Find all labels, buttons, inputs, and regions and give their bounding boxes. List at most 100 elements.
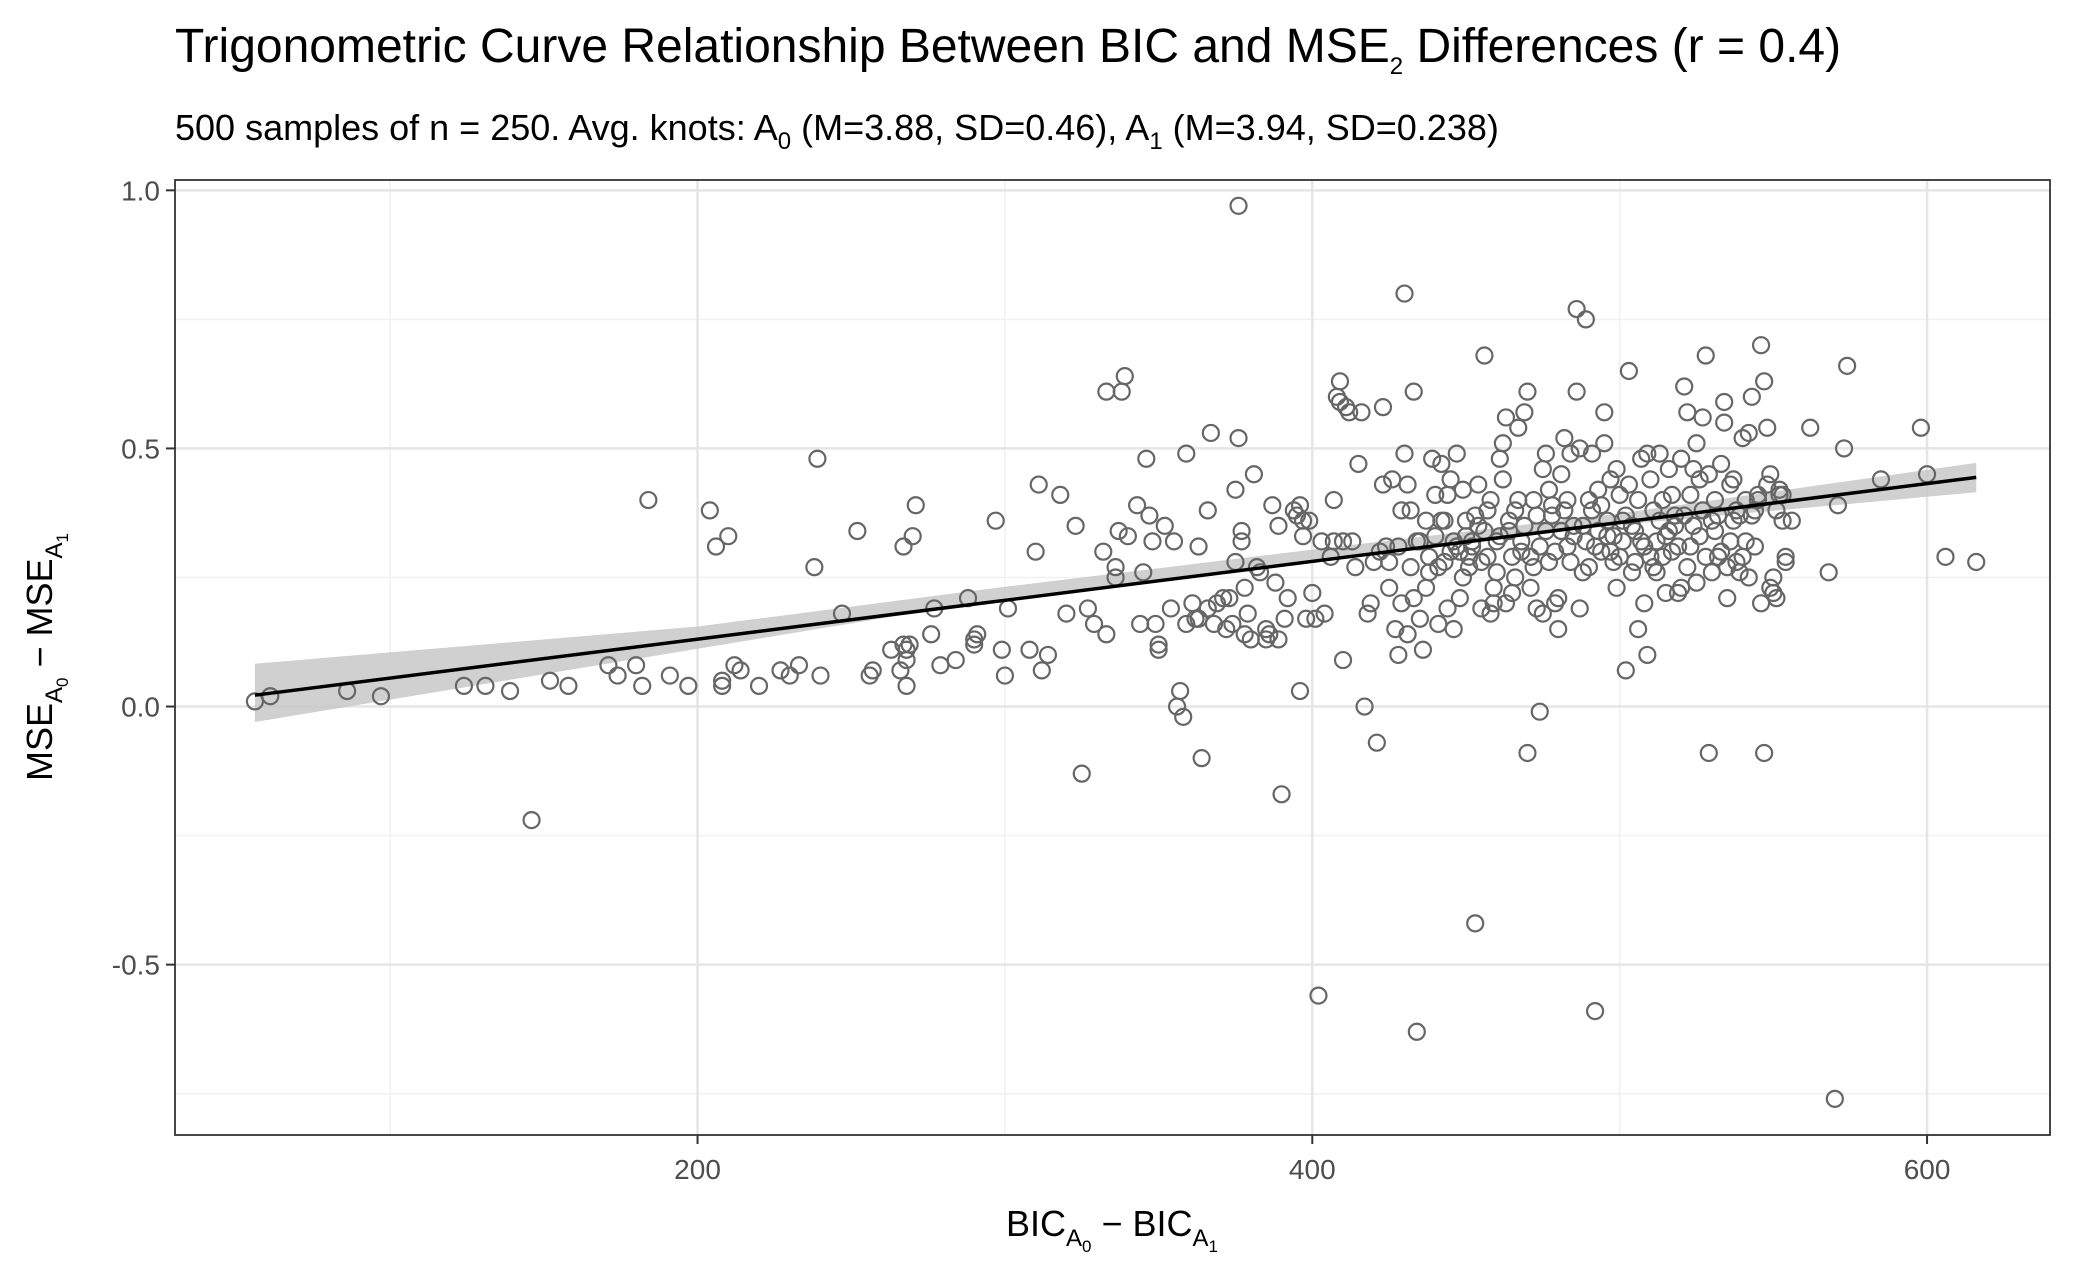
data-point: [1641, 470, 1660, 489]
data-point: [1214, 589, 1233, 608]
data-point: [903, 527, 922, 546]
data-point: [1536, 444, 1556, 463]
data-point: [1675, 377, 1694, 396]
data-point: [1293, 527, 1313, 546]
data-point: [1300, 511, 1319, 530]
y-tick-label: 0.0: [121, 692, 160, 723]
data-point: [1413, 640, 1433, 659]
data-point: [1546, 542, 1565, 561]
data-point: [371, 687, 391, 706]
data-point: [1555, 501, 1574, 520]
data-point: [1198, 501, 1217, 520]
data-point: [1020, 640, 1039, 659]
data-point: [1662, 485, 1682, 504]
data-point: [906, 496, 925, 515]
data-point: [1561, 444, 1580, 463]
data-point: [476, 676, 495, 695]
data-point: [771, 661, 790, 680]
data-point: [1681, 485, 1700, 504]
data-point: [1662, 542, 1682, 561]
data-point: [639, 490, 658, 510]
data-point: [1838, 356, 1857, 375]
data-point: [1174, 707, 1193, 726]
data-point: [894, 537, 913, 556]
data-point: [1601, 470, 1620, 489]
data-point: [1567, 299, 1586, 319]
data-point: [1678, 558, 1697, 577]
data-point: [1825, 1089, 1844, 1108]
data-point: [1207, 594, 1227, 613]
data-point: [1733, 429, 1752, 448]
data-point: [1290, 681, 1310, 701]
data-point: [719, 527, 738, 546]
data-point: [1204, 614, 1224, 634]
data-point: [1201, 423, 1220, 443]
data-point: [1177, 614, 1196, 634]
data-point: [1629, 620, 1648, 639]
data-point: [1466, 506, 1485, 525]
data-point: [540, 671, 560, 690]
data-point: [725, 656, 744, 675]
data-point: [1699, 743, 1718, 763]
data-point: [863, 661, 882, 680]
data-point: [1748, 485, 1768, 504]
data-point: [1127, 496, 1147, 515]
data-point: [986, 511, 1005, 530]
data-point: [1616, 506, 1635, 525]
data-point: [968, 625, 987, 644]
data-point: [1115, 367, 1134, 386]
data-point: [1161, 599, 1181, 618]
data-point: [1748, 490, 1768, 510]
data-point: [1155, 516, 1174, 535]
data-point: [848, 521, 867, 541]
data-point: [1604, 552, 1623, 572]
data-point: [1647, 563, 1666, 582]
data-point: [1533, 604, 1552, 623]
data-point: [805, 558, 824, 577]
data-point: [1349, 454, 1368, 474]
data-point: [1638, 645, 1657, 665]
data-point: [1481, 490, 1500, 510]
data-point: [1429, 558, 1448, 577]
regression-line: [254, 475, 1977, 697]
data-point: [1515, 403, 1534, 422]
data-point: [808, 449, 827, 468]
data-point: [1595, 434, 1614, 453]
data-point: [1478, 547, 1497, 566]
data-point: [1297, 609, 1316, 628]
data-point: [1358, 604, 1377, 623]
data-point: [1303, 583, 1322, 603]
data-point: [1472, 552, 1491, 572]
data-point: [1549, 589, 1568, 608]
data-point: [897, 676, 916, 695]
data-point: [1361, 594, 1380, 613]
x-tick-label: 200: [674, 1154, 721, 1185]
data-point: [1389, 645, 1408, 665]
data-point: [1616, 661, 1635, 680]
data-point: [1613, 532, 1632, 551]
data-point: [1109, 521, 1128, 541]
data-point: [1395, 284, 1414, 303]
data-point: [1742, 387, 1761, 406]
data-point: [1506, 568, 1525, 587]
y-tick-label: 0.5: [121, 433, 160, 464]
data-point: [1592, 542, 1611, 561]
data-point: [1026, 542, 1045, 561]
data-point: [1266, 573, 1285, 592]
data-point: [1269, 630, 1288, 649]
data-point: [1635, 594, 1654, 613]
data-point: [1607, 578, 1626, 597]
data-point: [454, 676, 474, 695]
data-point: [1235, 625, 1254, 644]
data-point: [1401, 501, 1420, 520]
data-point: [1355, 697, 1374, 716]
data-point: [1143, 532, 1162, 551]
data-point: [1164, 532, 1184, 551]
data-point: [1330, 392, 1350, 412]
data-point: [1699, 465, 1718, 484]
data-point: [1392, 594, 1411, 613]
data-point: [1226, 480, 1245, 499]
data-point: [1398, 625, 1417, 644]
data-point: [1315, 604, 1334, 623]
data-point: [1570, 599, 1589, 618]
